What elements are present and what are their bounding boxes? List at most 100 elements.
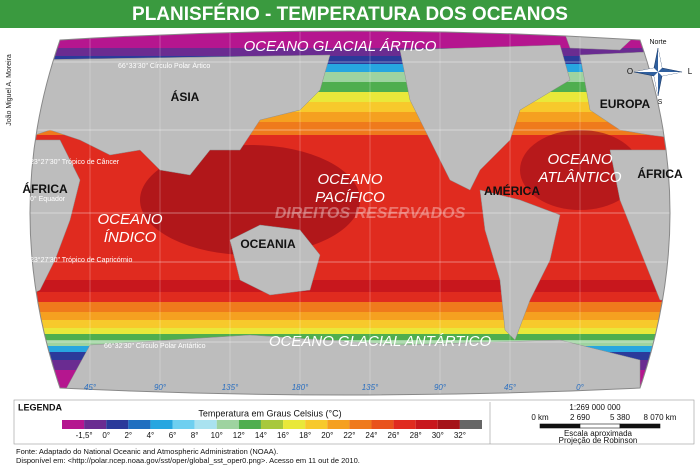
legend-label: -1,5° [76,431,93,440]
source: Disponível em: <http://polar.ncep.noaa.g… [16,456,360,465]
scale-segment [619,423,661,429]
legend-label: 4° [147,431,155,440]
legend-swatch [459,420,482,429]
continent-label: AMÉRICA [484,183,540,198]
legend-label: 32° [454,431,466,440]
legend-swatch [238,420,261,429]
legend-swatch [106,420,129,429]
legend-label: 0° [102,431,110,440]
watermark: DIREITOS RESERVADOS [275,205,466,222]
legend-swatch [305,420,328,429]
meridian-label: 45° [504,383,517,392]
legend-title: LEGENDA [18,402,63,412]
continent-label: OCEANIA [240,237,296,251]
legend-swatch [216,420,239,429]
legend-swatch [437,420,460,429]
legend-label: 28° [410,431,422,440]
temperature-band [30,292,670,302]
parallel-label: 0° Equador [30,195,66,203]
map [30,31,670,395]
legend-swatch [150,420,173,429]
scale-projection: Projeção de Robinson [559,436,638,445]
temperature-band [30,112,670,122]
compass-north: Norte [649,39,666,46]
ocean-label: ATLÂNTICO [537,169,621,186]
meridian-label: 135° [362,383,379,392]
title-bar [0,0,700,28]
meridian-label: 0° [576,383,584,392]
legend-swatch [349,420,372,429]
scale-segment [539,423,581,429]
legend-label: 22° [343,431,355,440]
legend-label: 18° [299,431,311,440]
legend-swatch [128,420,151,429]
temperature-band [30,92,670,102]
legend-swatch [84,420,107,429]
source: Fonte: Adaptado do National Oceanic and … [16,447,278,456]
land [59,334,641,395]
meridian-label: 90° [154,383,167,392]
ocean-label: OCEANO [97,211,162,228]
map-outline [29,30,671,396]
continent-label: ÁFRICA [637,166,683,181]
temperature-band [30,320,670,328]
compass-south: S [658,99,663,106]
legend-swatch [172,420,195,429]
temperature-band [30,280,670,292]
legend-label: 12° [233,431,245,440]
legend-label: 8° [191,431,199,440]
meridian-label: 135° [222,383,239,392]
scale-caption: Escala aproximada [564,429,633,438]
ocean-label: OCEANO [317,171,382,188]
legend-caption: Temperatura em Graus Celsius (°C) [198,408,341,418]
author: João Miguel A. Moreira [6,54,13,126]
continent-label: ÁFRICA [22,181,68,196]
legend-swatch [415,420,438,429]
ocean-label: OCEANO GLACIAL ANTÁRTICO [269,333,492,350]
ocean-label: OCEANO GLACIAL ÁRTICO [244,38,437,55]
legend-label: 16° [277,431,289,440]
parallel-label: 66°33'30" Círculo Polar Ártico [118,61,210,70]
legend-label: 20° [321,431,333,440]
legend-swatch [194,420,217,429]
parallel-label: 66°32'30" Círculo Polar Antártico [104,342,206,350]
temperature-band [30,312,670,320]
compass-east: L [688,67,693,76]
meridian-label: 45° [84,383,97,392]
temperature-band [30,56,670,64]
temperature-band [30,72,670,82]
continent-label: ÁSIA [171,89,200,104]
temperature-band [30,64,670,72]
ocean-label: OCEANO [547,151,612,168]
legend-label: 30° [432,431,444,440]
warm-pool [140,145,360,255]
parallel-label: 23°27'30" Trópico de Capricórnio [30,256,132,264]
scale-tick-label: 5 380 [610,413,631,422]
legend-label: 14° [255,431,267,440]
title: PLANISFÉRIO - TEMPERATURA DOS OCEANOS [132,3,568,25]
land [609,149,670,301]
legend-swatch [62,420,85,429]
scale-tick-label: 0 km [531,413,549,422]
legend-label: 26° [388,431,400,440]
land [479,189,561,341]
temperature-band [30,302,670,312]
meridian-label: 180° [292,383,309,392]
legend-swatch [283,420,306,429]
legend-label: 6° [169,431,177,440]
legend-label: 24° [365,431,377,440]
parallel-label: 23°27'30" Trópico de Câncer [30,158,120,166]
temperature-band [30,102,670,112]
meridian-label: 90° [434,383,447,392]
scale-tick-label: 2 690 [570,413,591,422]
legend-swatch [327,420,350,429]
legend-label: 2° [124,431,132,440]
ocean-label: PACÍFICO [315,189,385,206]
ocean-label: ÍNDICO [104,229,157,246]
temperature-band [30,82,670,92]
legend-swatch [393,420,416,429]
temperature-band [30,334,670,340]
continent-label: EUROPA [600,97,651,111]
temperature-band [30,328,670,334]
land [229,224,321,296]
